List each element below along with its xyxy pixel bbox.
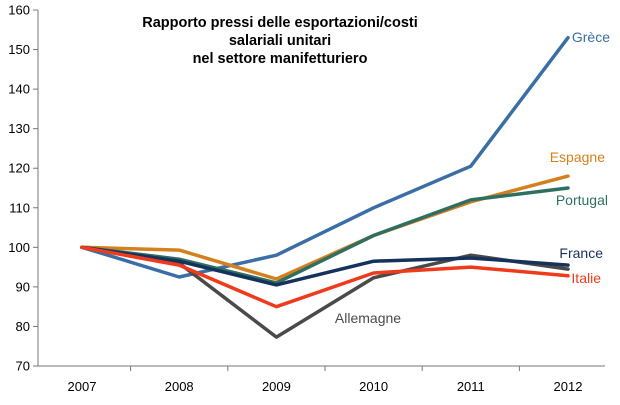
series-line-italie — [80, 245, 570, 309]
x-tick-label: 2012 — [554, 379, 583, 394]
series-line-france — [80, 245, 570, 287]
y-tick-label: 150 — [8, 42, 30, 57]
y-tick-label: 130 — [8, 121, 30, 136]
series-label-france: France — [559, 245, 603, 261]
chart-title: Rapporto pressi delle esportazioni/costi… — [130, 14, 430, 68]
y-tick-label: 140 — [8, 82, 30, 97]
series-label-italie: Italie — [571, 270, 601, 286]
series-label-portugal: Portugal — [556, 192, 608, 208]
y-tick-label: 110 — [9, 200, 30, 215]
chart-title-line-1: Rapporto pressi delle esportazioni/costi… — [142, 15, 418, 49]
chart-title-line-2: nel settore manifetturiero — [192, 51, 368, 67]
y-tick-label: 70 — [16, 359, 30, 374]
x-tick-label: 2011 — [457, 379, 485, 394]
series-label-espagne: Espagne — [550, 149, 605, 165]
series-label-allemagne: Allemagne — [335, 310, 401, 326]
y-tick-label: 100 — [8, 240, 30, 255]
series-line-espagne — [80, 174, 570, 281]
x-tick-label: 2010 — [359, 379, 388, 394]
x-tick-label: 2008 — [165, 379, 194, 394]
y-tick-label: 160 — [8, 3, 30, 18]
x-tick-label: 2007 — [68, 379, 97, 394]
series-label-grece: Grèce — [572, 29, 610, 45]
y-tick-label: 80 — [16, 319, 30, 334]
y-tick-label: 120 — [8, 161, 30, 176]
series-line-grece — [80, 35, 570, 279]
x-tick-label: 2009 — [262, 379, 291, 394]
y-tick-label: 90 — [16, 279, 30, 294]
